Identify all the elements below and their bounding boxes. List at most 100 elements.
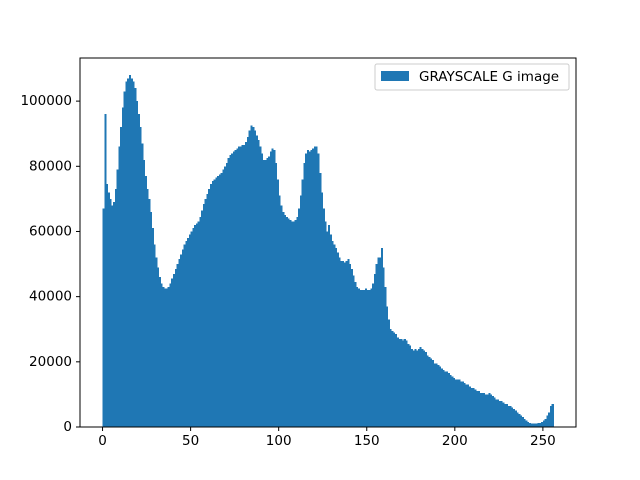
histogram-bar [257, 140, 260, 427]
histogram-bar [130, 78, 133, 428]
histogram-bar [509, 405, 512, 427]
histogram-bar [437, 365, 440, 427]
histogram-bar [197, 221, 200, 427]
histogram-bar [548, 412, 551, 427]
histogram-bar [417, 348, 420, 427]
histogram-bar [190, 231, 193, 427]
histogram-bar [194, 224, 197, 427]
y-tick-label: 80000 [29, 158, 72, 174]
histogram-bar [109, 198, 112, 427]
histogram-bar [350, 268, 353, 427]
histogram-bar [451, 376, 454, 427]
histogram-bar [308, 151, 311, 428]
histogram-bar [394, 334, 397, 427]
histogram-bar [199, 216, 202, 427]
histogram-bar [342, 260, 345, 427]
histogram-bar [141, 143, 144, 427]
histogram-bar [412, 350, 415, 427]
histogram-bar [366, 290, 369, 427]
histogram-bar [497, 399, 500, 427]
histogram-bar [202, 203, 206, 427]
histogram-bar [287, 218, 290, 427]
histogram-bar [416, 350, 419, 427]
histogram-bar [294, 220, 297, 427]
histogram-bar [204, 198, 207, 427]
histogram-bar [280, 205, 283, 427]
histogram-bar [259, 146, 262, 427]
histogram-bar [151, 228, 154, 427]
histogram-bar [549, 405, 552, 427]
histogram-bar [183, 244, 186, 427]
histogram-bar [289, 220, 292, 427]
histogram-bar [254, 130, 257, 427]
histogram-bar [349, 264, 352, 427]
histogram-bar [460, 381, 463, 427]
histogram-bar [419, 347, 422, 427]
histogram-bar [400, 339, 403, 427]
histogram-bar [114, 189, 117, 427]
x-tick-label: 100 [266, 433, 292, 449]
histogram-bar [102, 208, 105, 427]
histogram-bar [447, 373, 450, 427]
histogram-bar [169, 283, 172, 427]
histogram-bar [317, 153, 320, 428]
histogram-bar [173, 273, 176, 427]
histogram-bar [530, 423, 533, 427]
histogram-bar [158, 277, 161, 427]
histogram-bar [511, 407, 514, 427]
histogram-bar [514, 410, 517, 427]
histogram-bar [523, 418, 526, 427]
histogram-bar [335, 247, 338, 427]
histogram-bar [187, 237, 190, 427]
histogram-bar [303, 163, 306, 427]
histogram-bar [271, 148, 274, 428]
histogram-bar [475, 391, 479, 427]
histogram-bar [298, 208, 301, 427]
y-tick-label: 100000 [20, 93, 72, 109]
y-tick-label: 20000 [29, 354, 72, 370]
histogram-bar [195, 223, 198, 427]
histogram-bar [343, 262, 346, 427]
histogram-bar [431, 360, 434, 427]
y-tick-label: 60000 [29, 223, 72, 239]
histogram-bar [500, 400, 503, 427]
histogram-bar [213, 179, 216, 427]
histogram-bar [488, 392, 491, 427]
histogram-bar [118, 146, 121, 427]
histogram-bar [375, 264, 378, 427]
histogram-bar [525, 420, 528, 427]
histogram-bar [231, 153, 234, 428]
histogram-bar [326, 231, 329, 427]
histogram-bar [333, 244, 336, 427]
histogram-bar [345, 260, 348, 427]
histogram-bar [461, 381, 464, 427]
histogram-bar [292, 221, 295, 427]
histogram-bar [498, 400, 501, 427]
histogram-bar [264, 159, 267, 427]
histogram-bar [139, 127, 142, 427]
histogram-bar [468, 386, 471, 427]
histogram-bar [331, 241, 334, 427]
axes-frame [79, 57, 577, 428]
histogram-bar [278, 195, 281, 427]
histogram-bar [273, 150, 276, 428]
histogram-bar [409, 345, 412, 427]
histogram-bar [504, 404, 507, 427]
histogram-bar [438, 366, 442, 427]
histogram-bar [446, 371, 449, 427]
legend-box [374, 63, 570, 91]
histogram-bar [143, 159, 146, 427]
histogram-bar [125, 81, 128, 427]
histogram-bar [229, 154, 232, 428]
histogram-bar [372, 283, 375, 427]
histogram-bar [391, 330, 394, 427]
histogram-bar [370, 288, 373, 427]
histogram-bar [192, 228, 195, 427]
histogram-bar [424, 352, 427, 427]
histogram-bar [387, 319, 390, 427]
histogram-bar [481, 392, 484, 427]
histogram-bar [241, 145, 244, 427]
histogram-bar [236, 148, 239, 428]
histogram-bar [386, 306, 389, 427]
